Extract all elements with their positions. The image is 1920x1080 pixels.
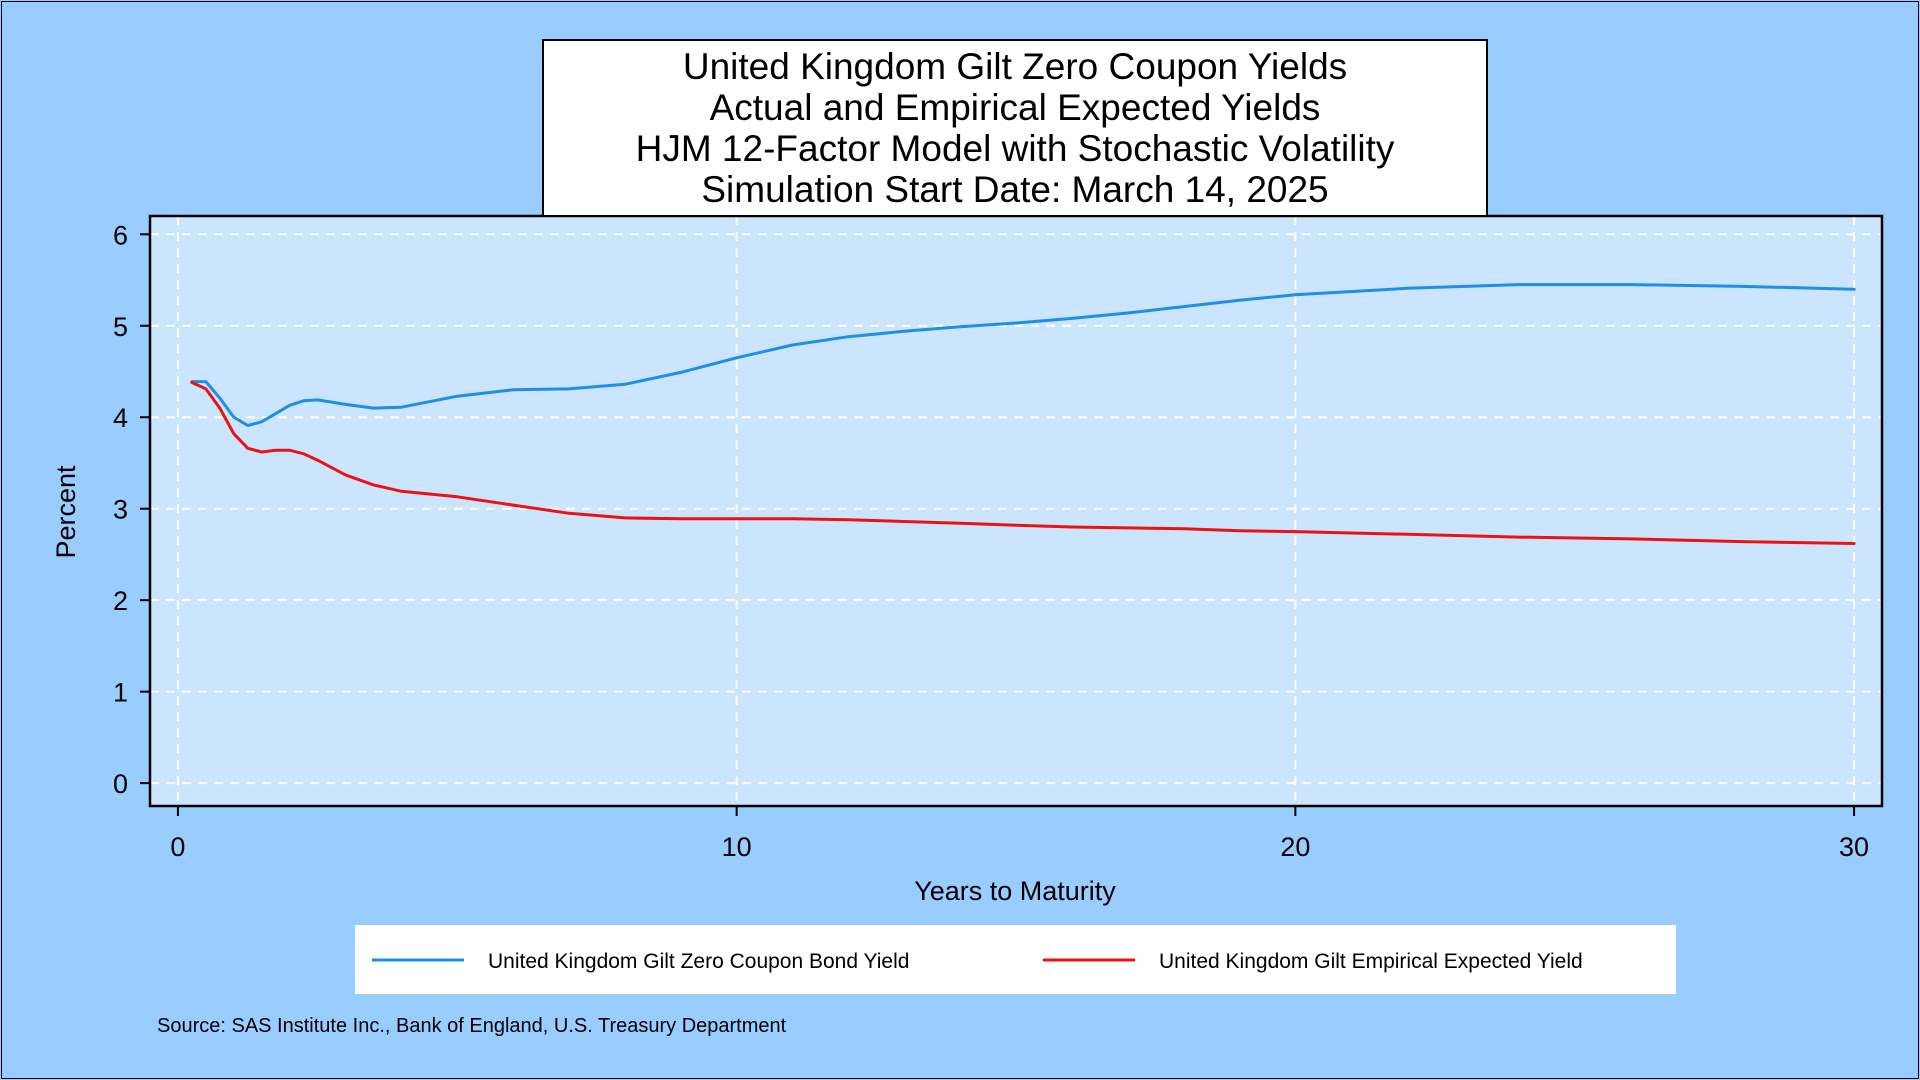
y-tick-label: 3 [113, 495, 128, 525]
chart-title-line-4: Simulation Start Date: March 14, 2025 [701, 169, 1328, 210]
series-layer [190, 283, 1856, 545]
y-axis-title: Percent [51, 465, 81, 559]
y-axis: 0 1 2 3 4 5 6 [113, 220, 150, 799]
y-tick-label: 6 [113, 220, 128, 250]
chart-title-box: United Kingdom Gilt Zero Coupon Yields A… [542, 39, 1488, 217]
legend-box [355, 925, 1676, 994]
series-line-expected-yield [190, 381, 1856, 545]
legend-label-expected-yield: United Kingdom Gilt Empirical Expected Y… [1159, 950, 1583, 973]
x-tick-label: 0 [170, 832, 185, 862]
series-line-bond-yield [190, 283, 1856, 427]
legend-label-bond-yield: United Kingdom Gilt Zero Coupon Bond Yie… [488, 950, 909, 973]
y-tick-label: 4 [113, 403, 128, 433]
y-tick-label: 0 [113, 769, 128, 799]
x-axis: 0 10 20 30 [170, 806, 1869, 862]
y-tick-label: 1 [113, 678, 128, 708]
grid-layer [150, 216, 1882, 806]
chart-title-line-3: HJM 12-Factor Model with Stochastic Vola… [636, 128, 1395, 169]
x-tick-label: 20 [1280, 832, 1310, 862]
x-tick-label: 10 [722, 832, 752, 862]
plot-area [150, 216, 1882, 806]
legend: United Kingdom Gilt Zero Coupon Bond Yie… [355, 925, 1676, 994]
chart-title-line-2: Actual and Empirical Expected Yields [710, 87, 1321, 128]
x-axis-title: Years to Maturity [914, 876, 1116, 906]
x-tick-label: 30 [1839, 832, 1869, 862]
y-tick-label: 5 [113, 312, 128, 342]
chart-title-line-1: United Kingdom Gilt Zero Coupon Yields [683, 46, 1347, 87]
source-note: Source: SAS Institute Inc., Bank of Engl… [157, 1015, 787, 1037]
y-tick-label: 2 [113, 586, 128, 616]
